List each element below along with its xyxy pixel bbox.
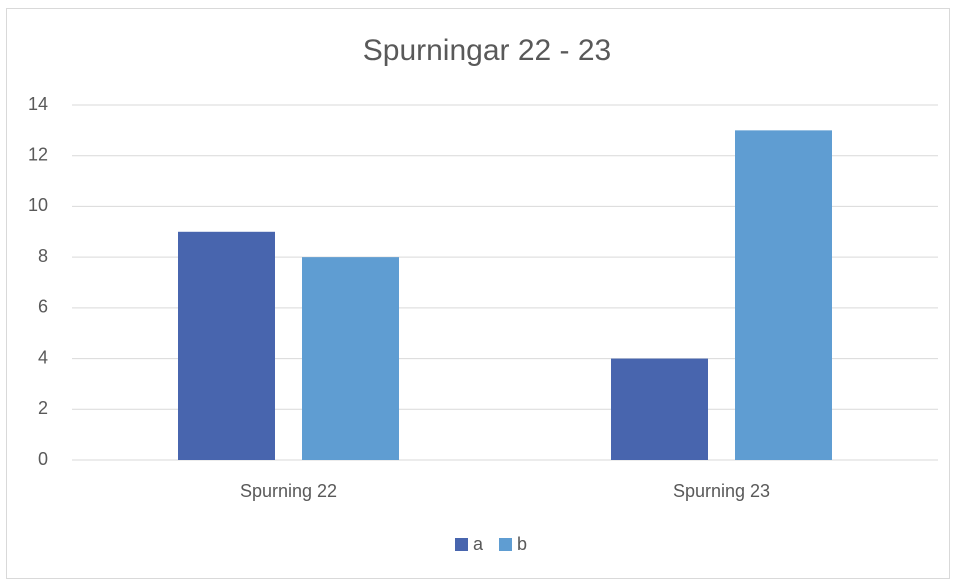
y-tick-label: 0: [38, 449, 48, 469]
bar: [611, 358, 708, 460]
legend-label: b: [517, 534, 527, 554]
bar: [302, 257, 399, 460]
y-tick-label: 4: [38, 347, 48, 367]
y-tick-label: 8: [38, 246, 48, 266]
legend-label: a: [473, 534, 484, 554]
y-tick-label: 10: [28, 195, 48, 215]
legend-swatch: [455, 538, 468, 551]
y-tick-label: 14: [28, 94, 48, 114]
y-tick-label: 2: [38, 398, 48, 418]
x-tick-label: Spurning 23: [673, 481, 770, 501]
x-tick-label: Spurning 22: [240, 481, 337, 501]
y-tick-label: 12: [28, 144, 48, 164]
chart-title: Spurningar 22 - 23: [363, 34, 612, 67]
legend-swatch: [499, 538, 512, 551]
bar: [178, 231, 275, 460]
y-tick-label: 6: [38, 297, 48, 317]
bar: [735, 130, 832, 460]
